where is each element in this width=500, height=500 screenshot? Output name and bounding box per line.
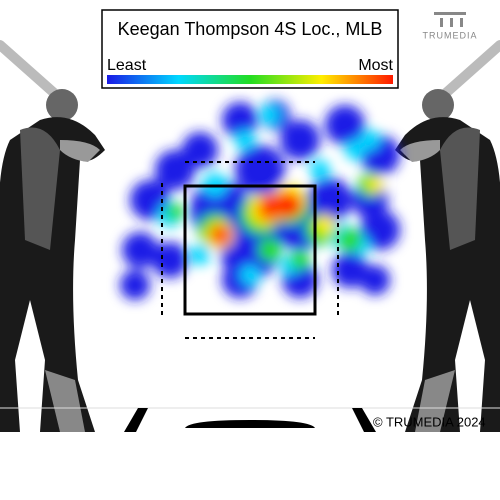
heat-blob	[310, 160, 330, 180]
heat-blob	[260, 105, 280, 125]
heat-blob	[367, 177, 383, 193]
heat-blob	[215, 228, 229, 242]
heat-blob	[360, 130, 380, 150]
legend-label: Most	[358, 57, 393, 74]
heat-blob	[235, 130, 255, 150]
logo-text: TRUMEDIA	[423, 30, 478, 40]
heat-blob	[220, 220, 280, 280]
heat-blob	[182, 132, 218, 168]
legend-label: Least	[107, 57, 147, 74]
heat-blob	[290, 250, 310, 270]
copyright: © TRUMEDIA 2024	[373, 414, 486, 429]
heat-blob	[360, 265, 390, 295]
field	[0, 407, 500, 432]
strike-zone	[161, 161, 339, 339]
heat-blob	[280, 120, 320, 160]
heat-blob	[122, 232, 158, 268]
heat-blob	[120, 270, 150, 300]
heat-blob	[166, 203, 184, 221]
heat-blob	[332, 252, 368, 288]
heat-blob	[222, 102, 258, 138]
heat-blob	[338, 228, 362, 252]
legend-gradient	[107, 75, 393, 84]
heat-blob	[152, 242, 188, 278]
heat-blob	[190, 245, 210, 265]
heat-blob	[360, 210, 400, 250]
heat-blob	[235, 145, 285, 195]
heat-blob	[315, 215, 335, 235]
logo: TRUMEDIA	[423, 12, 478, 40]
heatmap	[120, 100, 400, 300]
chart-title: Keegan Thompson 4S Loc., MLB	[118, 19, 383, 39]
heat-blob	[345, 140, 365, 160]
heat-blob	[258, 238, 282, 262]
heat-blob	[155, 150, 195, 190]
heat-blob	[278, 193, 302, 217]
heat-blob	[260, 195, 280, 215]
heat-blob	[240, 265, 260, 285]
heat-blob	[325, 105, 365, 145]
